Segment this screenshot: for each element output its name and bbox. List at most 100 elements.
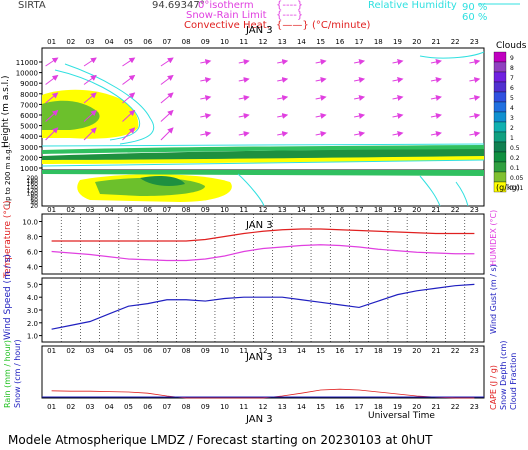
colorbar-level-label: 0.05 (510, 175, 524, 182)
temperature-panel (41, 213, 485, 275)
hour-tick-label: 07 (162, 38, 171, 46)
wind-arrow (238, 59, 250, 65)
wind-arrow (392, 113, 404, 119)
wind-arrow (160, 57, 174, 67)
hour-tick-label: 16 (335, 206, 344, 214)
hour-tick-label: 21 (431, 347, 440, 355)
legend-convective-label: Convective Heat. (184, 20, 270, 31)
y-tick-label: 20 (30, 203, 38, 210)
hour-tick-label: 21 (431, 206, 440, 214)
hour-tick-label: 18 (374, 347, 383, 355)
colorbar-level-label: 6 (510, 85, 514, 92)
wind-arrow (200, 113, 212, 119)
colorbar-swatch (493, 181, 507, 193)
y-tick-label: 40 (30, 200, 38, 207)
hour-tick-label: 04 (105, 403, 114, 411)
wind-arrow (469, 95, 481, 101)
y-tick-label: 80 (30, 194, 38, 201)
wind-arrow (277, 95, 289, 101)
coordinate-label: 94.69347° (152, 0, 205, 11)
hour-tick-label: 14 (297, 403, 306, 411)
hour-tick-label: 13 (278, 206, 287, 214)
wind-arrow (353, 95, 366, 101)
hour-tick-label: 16 (335, 38, 344, 46)
colorbar-level-label: 7 (510, 75, 514, 82)
colorbar-swatch (493, 61, 507, 73)
hour-tick-label: 15 (316, 38, 325, 46)
wind-arrow (315, 77, 327, 83)
hour-tick-label: 21 (431, 38, 440, 46)
colorbar-swatch (493, 51, 507, 63)
hour-tick-label: 20 (412, 347, 421, 355)
hour-tick-label: 22 (451, 403, 460, 411)
axis-label-wind-gust: Wind Gust (m / s) (489, 264, 498, 334)
y-tick-label: 5.0 (27, 281, 38, 289)
wind-arrow (430, 95, 442, 101)
hour-tick-label: 22 (451, 38, 460, 46)
hour-tick-label: 18 (374, 38, 383, 46)
wind-arrow (238, 113, 250, 119)
hour-ticks-top: 01 02 03 04 05 06 07 08 09 10 11 12 13 14 15 16 17 18 19 20… (47, 38, 479, 46)
hour-tick-label: 15 (316, 347, 325, 355)
axis-label-temperature: Temperature (°C) (3, 200, 13, 279)
hour-tick-label: 21 (431, 403, 440, 411)
colorbar-swatch (493, 101, 507, 113)
hour-tick-label: 12 (259, 206, 268, 214)
wind-panel (41, 277, 485, 343)
top-date-label: JAN 3 (245, 25, 273, 36)
wind-arrow (277, 131, 289, 137)
y-tick-label: 11000 (16, 59, 38, 67)
y-tick-label: 8000 (20, 91, 38, 99)
y-tick-label: 160 (27, 181, 39, 188)
wind-arrow (430, 59, 442, 65)
wind-arrows (45, 57, 481, 141)
y-tick-label: 1.0 (27, 333, 38, 341)
axis-label-rain: Rain (mm / hour) (3, 340, 12, 408)
y-ticks-upper: 11000 10000 9000 8000 7000 6000 5000 4000 3000 20… (16, 59, 42, 173)
hour-tick-label: 14 (297, 206, 306, 214)
colorbar-level-label: 0.1 (510, 165, 520, 172)
colorbar-swatch (493, 91, 507, 103)
wind-arrow (277, 77, 289, 83)
legend-rh-90: 90 % (462, 2, 487, 13)
hour-tick-label: 16 (335, 403, 344, 411)
wind-arrow (315, 131, 327, 137)
hour-tick-label: 12 (259, 347, 268, 355)
hour-tick-label: 02 (66, 347, 75, 355)
wind-arrow (430, 131, 442, 137)
axis-label-boundary: Up to 200 m a.g.l. (4, 143, 12, 206)
hour-tick-label: 08 (182, 403, 191, 411)
colorbar-swatch (493, 161, 507, 173)
mid-date-label: JAN 3 (245, 220, 273, 231)
legend-snow-label: Snow-Rain Limit (186, 10, 267, 21)
wind-arrow (392, 95, 404, 101)
y-tick-label: 3.0 (27, 307, 38, 315)
colorbar-level-label: 5 (510, 95, 514, 102)
hour-tick-label: 08 (182, 206, 191, 214)
hour-tick-label: 22 (451, 206, 460, 214)
axis-label-cape: CAPE (J / g) (489, 365, 498, 410)
wind-arrow (315, 95, 327, 101)
wind-series (51, 283, 475, 330)
hour-tick-label: 04 (105, 38, 114, 46)
legend-isotherm-label: 0°isotherm (198, 0, 254, 11)
hour-tick-label: 19 (393, 206, 402, 214)
wind-arrow (200, 77, 212, 83)
colorbar-level-label: 0.2 (510, 155, 520, 162)
wind-arrow (83, 74, 97, 85)
wind-arrow (200, 59, 212, 65)
hour-tick-label: 03 (86, 403, 95, 411)
wind-arrow (160, 92, 174, 104)
hour-tick-label: 01 (47, 347, 56, 355)
wind-arrow (83, 57, 97, 67)
hour-tick-label: 17 (355, 403, 364, 411)
y-tick-label: 2000 (20, 154, 38, 162)
hour-tick-label: 01 (47, 403, 56, 411)
wind-arrow (160, 74, 174, 85)
hour-tick-label: 10 (220, 206, 229, 214)
wind-arrow (200, 95, 212, 101)
y-tick-label: 8.0 (27, 234, 38, 242)
wind-arrow (315, 113, 327, 119)
hour-tick-label: 04 (105, 206, 114, 214)
